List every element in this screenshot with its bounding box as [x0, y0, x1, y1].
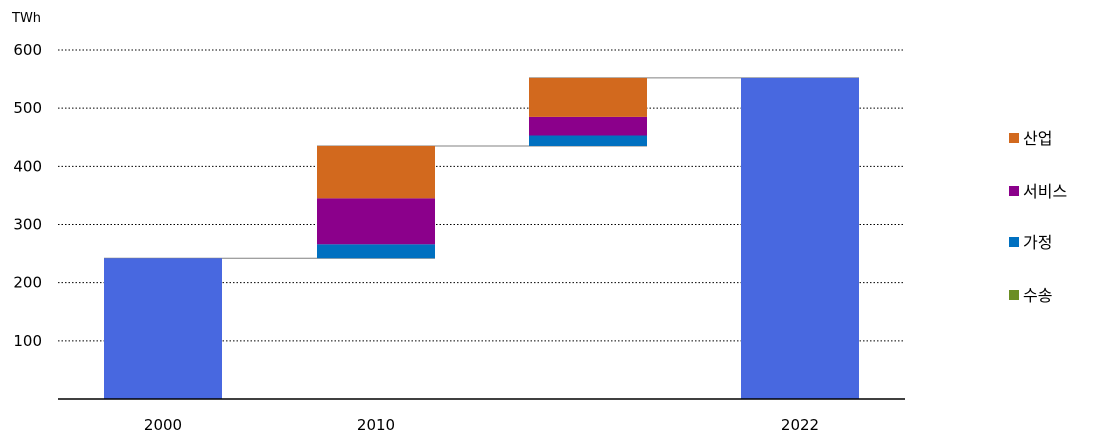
legend-label: 서비스 — [1023, 182, 1067, 201]
x-axis: 2000 2010 2022 — [144, 416, 819, 434]
legend-swatch — [1009, 237, 1019, 247]
segment-산업 — [317, 145, 435, 199]
legend-label: 수송 — [1023, 286, 1052, 305]
y-tick-label: 300 — [13, 216, 42, 234]
x-tick-label: 2022 — [781, 416, 819, 434]
segment-서비스 — [317, 198, 435, 245]
y-tick-label: 400 — [13, 157, 42, 175]
segment-산업 — [529, 77, 647, 117]
segment-서비스 — [529, 116, 647, 136]
y-axis-unit-label: TWh — [11, 11, 41, 26]
total-bar-2000 — [104, 258, 222, 399]
legend-swatch — [1009, 186, 1019, 196]
legend-swatch — [1009, 133, 1019, 143]
bars — [104, 77, 859, 400]
total-bar-2022 — [741, 77, 859, 400]
x-tick-label: 2000 — [144, 416, 182, 434]
x-tick-label: 2010 — [357, 416, 395, 434]
y-axis: TWh 100 200 300 400 500 600 — [11, 11, 42, 350]
y-tick-label: 100 — [13, 332, 42, 350]
y-tick-label: 500 — [13, 99, 42, 117]
y-tick-label: 600 — [13, 41, 42, 59]
segment-가정 — [317, 244, 435, 259]
y-tick-label: 200 — [13, 274, 42, 292]
legend-label: 가정 — [1023, 233, 1052, 252]
segment-가정 — [529, 135, 647, 146]
legend-swatch — [1009, 290, 1019, 300]
legend-label: 산업 — [1023, 129, 1052, 148]
